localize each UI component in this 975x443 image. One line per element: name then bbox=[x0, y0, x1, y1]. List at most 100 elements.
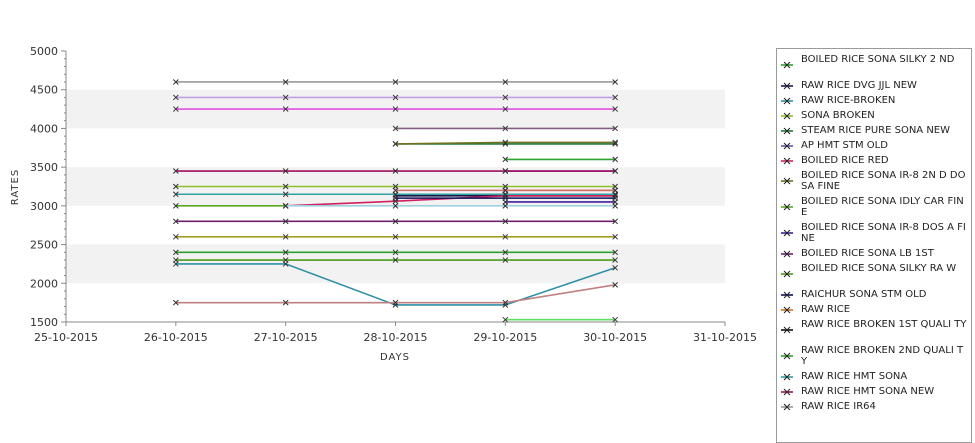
y-axis: 5000 4500 4000 3500 3000 2500 2000 1500 bbox=[30, 45, 67, 329]
data-point bbox=[282, 299, 289, 306]
legend-item[interactable]: AP HMT STM OLD bbox=[777, 140, 967, 151]
data-point bbox=[502, 106, 509, 112]
series-23 bbox=[172, 281, 619, 306]
legend-item[interactable]: BOILED RICE SONA IDLY CAR FINE bbox=[777, 196, 967, 218]
legend-label: BOILED RICE SONA IR-8 2N D DOSA FINE bbox=[801, 170, 966, 192]
y-tick-label: 3000 bbox=[30, 200, 58, 213]
legend-marker-icon bbox=[781, 352, 793, 360]
legend-marker-icon bbox=[781, 177, 793, 185]
legend-marker-icon bbox=[781, 61, 793, 69]
data-point bbox=[282, 257, 289, 263]
legend-marker-icon bbox=[781, 157, 793, 165]
data-point bbox=[392, 106, 399, 112]
y-tick-label: 3500 bbox=[30, 161, 58, 174]
data-point bbox=[172, 106, 179, 112]
data-point bbox=[612, 257, 619, 263]
legend-item[interactable]: BOILED RICE SONA SILKY 2 ND bbox=[777, 54, 967, 76]
data-point bbox=[612, 233, 619, 240]
legend-marker-icon bbox=[781, 306, 793, 314]
legend-item[interactable]: RAW RICE DVG JJL NEW bbox=[777, 80, 967, 91]
legend-label: BOILED RICE SONA SILKY RA W bbox=[801, 263, 957, 274]
data-point bbox=[502, 218, 509, 225]
data-point bbox=[612, 106, 619, 112]
data-point bbox=[282, 203, 289, 209]
data-point bbox=[282, 168, 289, 174]
data-point bbox=[612, 125, 619, 132]
legend-marker-icon bbox=[781, 326, 793, 334]
legend-item[interactable]: RAW RICE BROKEN 1ST QUALI TY bbox=[777, 319, 967, 341]
legend-item[interactable]: RAW RICE-BROKEN bbox=[777, 95, 967, 106]
legend-label: BOILED RICE SONA LB 1ST bbox=[801, 248, 934, 259]
legend-label: RAW RICE HMT SONA bbox=[801, 371, 908, 382]
grid-band bbox=[66, 205, 725, 245]
data-point bbox=[282, 106, 289, 112]
legend-item[interactable]: RAW RICE bbox=[777, 304, 967, 315]
data-point bbox=[172, 168, 179, 174]
data-point bbox=[612, 264, 619, 271]
legend-item[interactable]: BOILED RICE SONA SILKY RA W bbox=[777, 263, 967, 285]
legend-label: RAW RICE BROKEN 1ST QUALI TY bbox=[801, 319, 967, 330]
data-point bbox=[392, 257, 399, 263]
legend-marker-icon bbox=[781, 97, 793, 105]
series-20 bbox=[172, 106, 619, 112]
data-point bbox=[612, 79, 619, 85]
series-24 bbox=[282, 203, 619, 209]
data-point bbox=[392, 79, 399, 85]
legend-item[interactable]: RAICHUR SONA STM OLD bbox=[777, 289, 967, 300]
legend-item[interactable]: SONA BROKEN bbox=[777, 110, 967, 121]
x-tick-label: 26-10-2015 bbox=[144, 331, 208, 344]
grid-band bbox=[66, 51, 725, 90]
legend-marker-icon bbox=[781, 112, 793, 120]
series-19 bbox=[172, 94, 619, 101]
legend-label: RAW RICE-BROKEN bbox=[801, 95, 896, 106]
x-tick-label: 31-10-2015 bbox=[693, 331, 757, 344]
legend-label: AP HMT STM OLD bbox=[801, 140, 888, 151]
legend-marker-icon bbox=[781, 388, 793, 396]
data-point bbox=[282, 94, 289, 101]
series-10 bbox=[172, 218, 619, 225]
legend-item[interactable]: RAW RICE HMT SONA bbox=[777, 371, 967, 382]
legend-item[interactable]: BOILED RICE RED bbox=[777, 155, 967, 166]
data-point bbox=[172, 257, 179, 263]
legend-label: BOILED RICE SONA SILKY 2 ND bbox=[801, 54, 955, 65]
data-point bbox=[282, 218, 289, 225]
series-0 bbox=[172, 249, 619, 256]
data-point bbox=[172, 203, 179, 209]
legend-item[interactable]: RAW RICE BROKEN 2ND QUALI TY bbox=[777, 345, 967, 367]
legend-marker-icon bbox=[781, 203, 793, 211]
y-axis-label: RATES bbox=[10, 169, 21, 205]
series-25 bbox=[502, 316, 619, 323]
data-point bbox=[172, 94, 179, 101]
data-point bbox=[502, 168, 509, 174]
legend-label: RAW RICE HMT SONA NEW bbox=[801, 386, 935, 397]
data-point bbox=[612, 218, 619, 225]
data-point bbox=[282, 191, 289, 198]
legend-item[interactable]: RAW RICE HMT SONA NEW bbox=[777, 386, 967, 397]
legend-item[interactable]: STEAM RICE PURE SONA NEW bbox=[777, 125, 967, 136]
data-point bbox=[502, 257, 509, 263]
data-point bbox=[612, 316, 619, 323]
data-point bbox=[392, 249, 399, 256]
series-21 bbox=[392, 125, 619, 132]
legend-item[interactable]: BOILED RICE SONA IR-8 2N D DOSA FINE bbox=[777, 170, 967, 192]
y-tick-label: 2000 bbox=[30, 277, 58, 290]
legend-item[interactable]: BOILED RICE SONA IR-8 DOS A FINE bbox=[777, 222, 967, 244]
data-point bbox=[502, 79, 509, 85]
data-point bbox=[612, 94, 619, 101]
y-tick-label: 4000 bbox=[30, 122, 58, 135]
series-7 bbox=[392, 139, 619, 147]
data-point bbox=[502, 94, 509, 101]
legend-label: SONA BROKEN bbox=[801, 110, 875, 121]
plot-background bbox=[66, 51, 725, 322]
data-point bbox=[172, 183, 179, 190]
data-point bbox=[392, 94, 399, 101]
legend-item[interactable]: RAW RICE IR64 bbox=[777, 401, 967, 412]
series-11 bbox=[172, 257, 619, 263]
y-tick-label: 1500 bbox=[30, 316, 58, 329]
legend-item[interactable]: BOILED RICE SONA LB 1ST bbox=[777, 248, 967, 259]
data-point bbox=[502, 156, 509, 163]
data-point bbox=[392, 125, 399, 132]
legend-label: STEAM RICE PURE SONA NEW bbox=[801, 125, 950, 136]
data-point bbox=[612, 139, 619, 146]
legend-marker-icon bbox=[781, 250, 793, 258]
